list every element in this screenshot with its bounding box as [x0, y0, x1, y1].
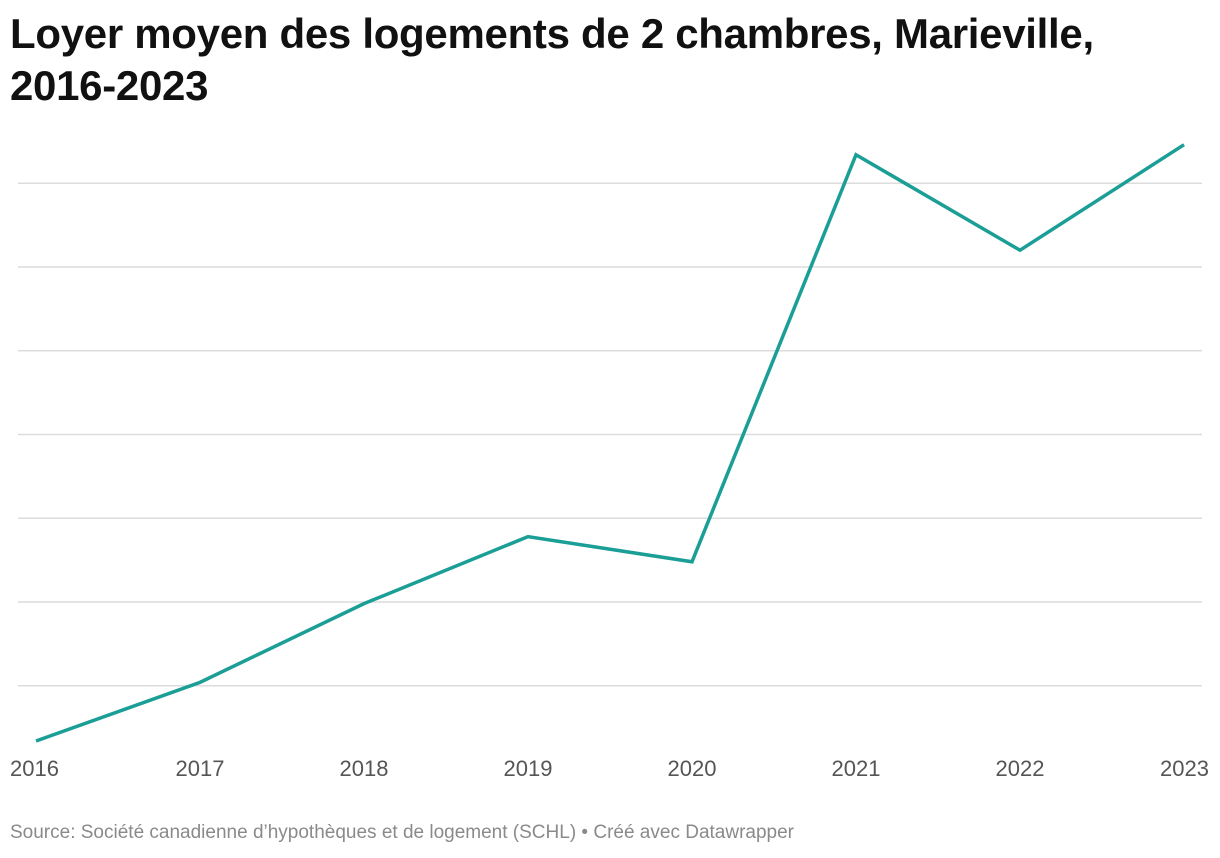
gridlines [18, 182, 1202, 687]
x-tick-label: 2016 [10, 756, 59, 781]
line-chart: 2016 2017 2018 2019 2020 2021 2022 2023 [10, 143, 1209, 781]
x-tick-label: 2021 [832, 756, 881, 781]
x-tick-label: 2023 [1160, 756, 1209, 781]
x-axis-ticks: 2016 2017 2018 2019 2020 2021 2022 2023 [10, 756, 1209, 781]
x-tick-label: 2019 [504, 756, 553, 781]
x-tick-label: 2017 [176, 756, 225, 781]
source-note: Source: Société canadienne d’hypothèques… [10, 822, 795, 843]
series-layer [35, 143, 1185, 743]
chart-title: Loyer moyen des logements de 2 chambres,… [10, 10, 1094, 109]
x-tick-label: 2018 [340, 756, 389, 781]
x-tick-label: 2020 [668, 756, 717, 781]
series-line [35, 143, 1185, 743]
x-tick-label: 2022 [996, 756, 1045, 781]
